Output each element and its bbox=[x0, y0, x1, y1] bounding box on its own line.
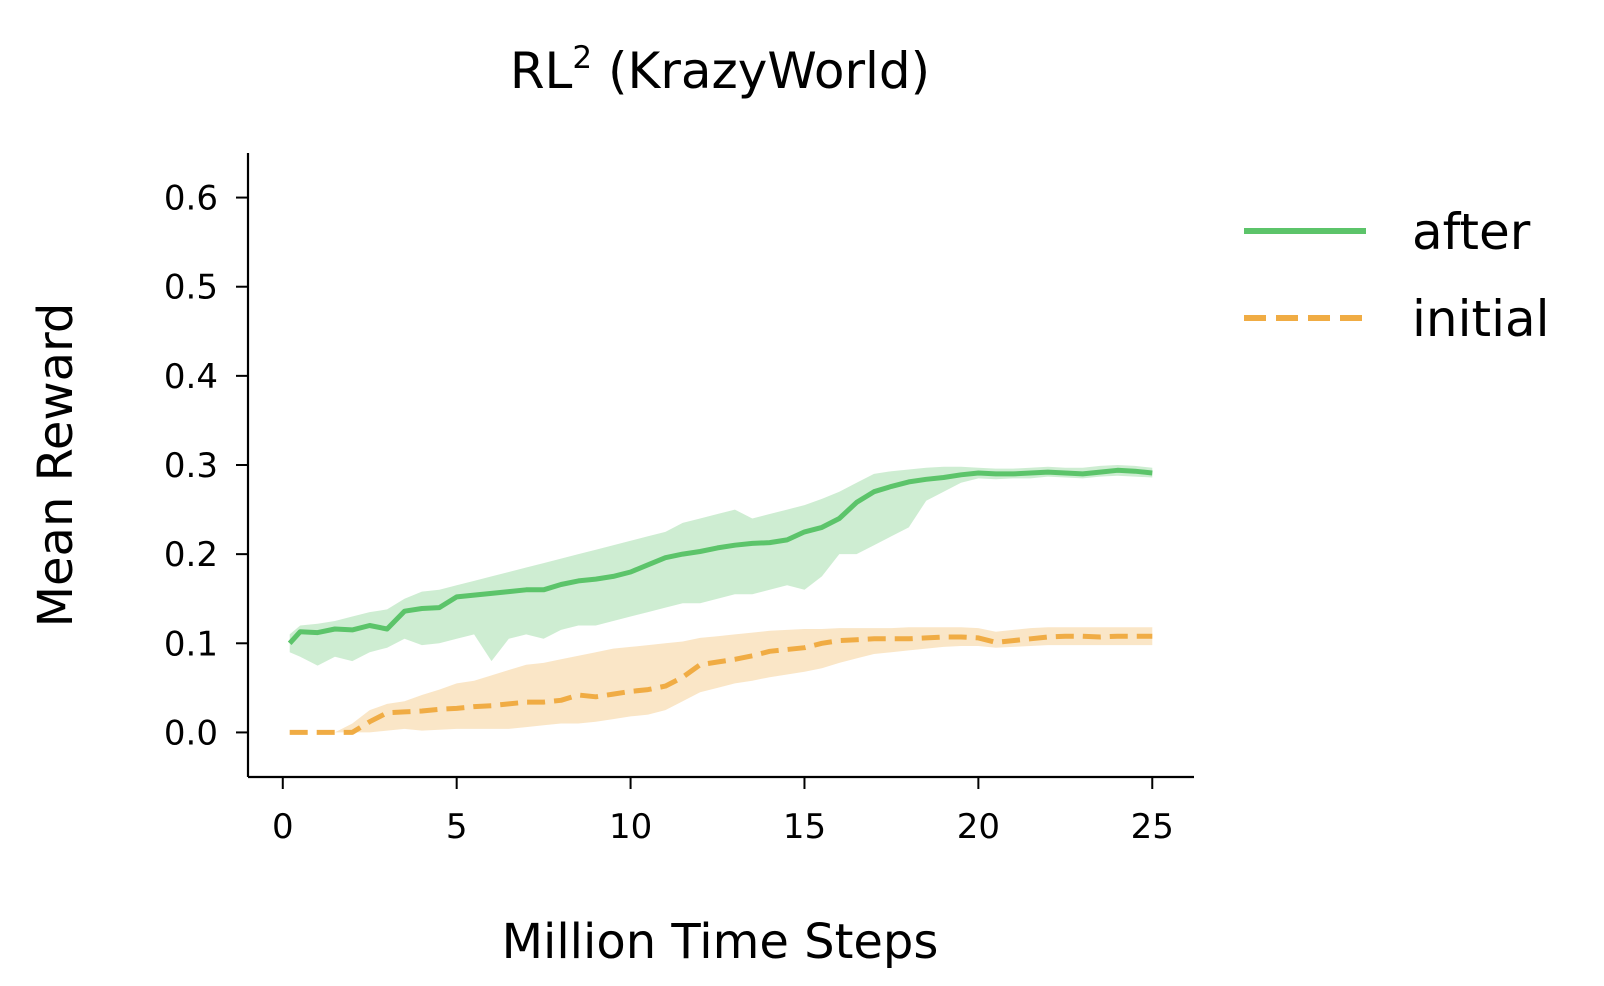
legend-label-initial: initial bbox=[1412, 290, 1550, 348]
x-tick-label: 0 bbox=[272, 807, 294, 847]
after-series-line bbox=[287, 467, 1153, 645]
y-tick-label: 0.6 bbox=[164, 179, 218, 219]
series-lines bbox=[287, 467, 1153, 735]
x-tick-label: 5 bbox=[446, 807, 468, 847]
x-ticks: 0 5 10 15 20 25 bbox=[272, 777, 1174, 847]
y-tick-label: 0.3 bbox=[164, 446, 218, 486]
legend-label-after: after bbox=[1412, 203, 1531, 261]
chart-title-superscript: 2 bbox=[572, 40, 592, 76]
y-tick-label: 0.4 bbox=[164, 357, 218, 397]
chart-title-main: RL bbox=[510, 42, 573, 100]
y-tick-label: 0.5 bbox=[164, 268, 218, 308]
after-confidence-band bbox=[289, 465, 1153, 666]
y-tick-label: 0.0 bbox=[164, 713, 218, 753]
legend: after initial bbox=[1244, 203, 1550, 348]
x-tick-label: 20 bbox=[957, 807, 1000, 847]
x-tick-label: 25 bbox=[1131, 807, 1174, 847]
chart-title: RL2 (KrazyWorld) bbox=[510, 40, 930, 100]
chart-title-suffix: (KrazyWorld) bbox=[592, 42, 930, 100]
x-tick-label: 15 bbox=[783, 807, 826, 847]
y-tick-label: 0.1 bbox=[164, 624, 218, 664]
x-axis-label: Million Time Steps bbox=[502, 914, 939, 970]
initial-series-line bbox=[289, 633, 1153, 735]
x-tick-label: 10 bbox=[609, 807, 652, 847]
confidence-bands bbox=[289, 465, 1153, 733]
y-ticks: 0.0 0.1 0.2 0.3 0.4 0.5 0.6 bbox=[164, 179, 248, 753]
y-axis-label: Mean Reward bbox=[28, 303, 84, 628]
y-tick-label: 0.2 bbox=[164, 535, 218, 575]
